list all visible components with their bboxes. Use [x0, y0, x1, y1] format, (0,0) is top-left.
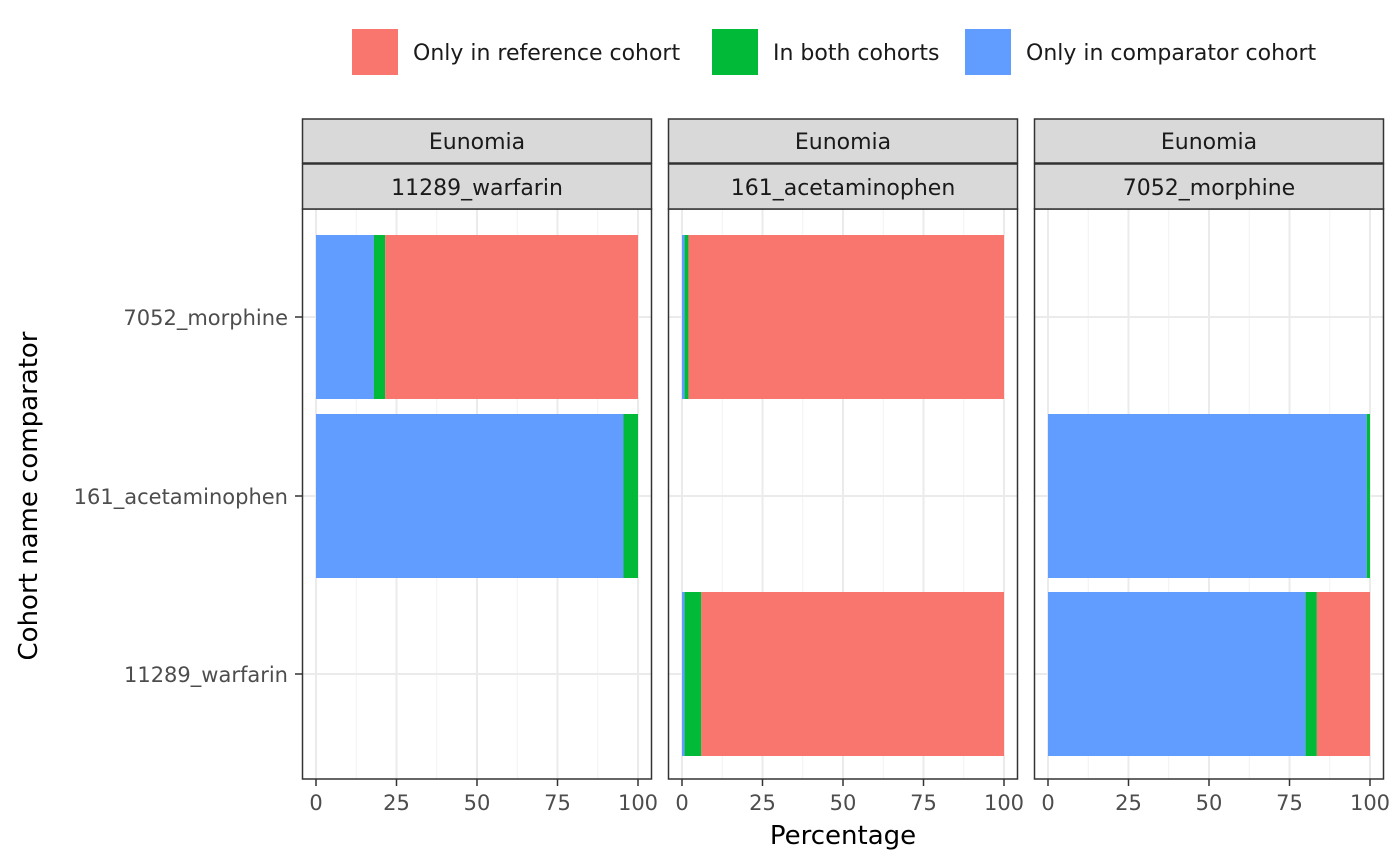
bar-segment-panel2-bar1-comp [1048, 592, 1306, 756]
strip-reference-label-1: 161_acetaminophen [731, 176, 956, 201]
strip-database-2 [1033, 118, 1385, 164]
bar-segment-panel1-bar0-both [684, 235, 689, 399]
strip-reference-2 [1033, 163, 1385, 210]
bar-segment-panel1-bar1-both [684, 592, 702, 756]
bar-segment-panel0-bar0-comp [316, 235, 374, 399]
panel-1-x-tick-label-0: 0 [675, 791, 688, 815]
legend-label-ref: Only in reference cohort [413, 41, 680, 66]
strip-reference-label-2: 7052_morphine [1123, 176, 1295, 201]
bar-segment-panel2-bar1-both [1305, 592, 1317, 756]
strip-database-label-2: Eunomia [1161, 130, 1257, 155]
bar-segment-panel0-bar0-ref [385, 235, 638, 399]
panel-2-x-tick-label-2: 50 [1196, 791, 1223, 815]
bar-segment-panel0-bar0-both [373, 235, 386, 399]
y-tick-label-2: 11289_warfarin [124, 663, 288, 688]
bar-segment-panel2-bar0-both [1366, 414, 1370, 578]
strip-reference-1 [667, 163, 1019, 210]
bar-segment-panel2-bar0-comp [1048, 414, 1367, 578]
x-axis-title: Percentage [770, 821, 916, 851]
strip-database-label-0: Eunomia [429, 130, 525, 155]
strip-database-label-1: Eunomia [795, 130, 891, 155]
bar-segment-panel2-bar1-ref [1316, 592, 1370, 756]
panel-1-x-tick-label-3: 75 [910, 791, 937, 815]
bar-segment-panel1-bar0-ref [688, 235, 1004, 399]
y-tick-label-0: 7052_morphine [123, 306, 288, 331]
panel-2-x-tick-label-3: 75 [1276, 791, 1303, 815]
strip-database-1 [667, 118, 1019, 164]
legend-swatch-both [712, 29, 758, 75]
bar-segment-panel0-bar1-comp [316, 414, 624, 578]
bar-segment-panel1-bar1-comp [682, 592, 685, 756]
panel-1-x-tick-label-1: 25 [749, 791, 776, 815]
bar-segment-panel1-bar0-comp [682, 235, 685, 399]
panel-0-x-tick-label-4: 100 [618, 791, 658, 815]
y-tick-label-1: 161_acetaminophen [74, 485, 288, 510]
legend-swatch-comp [965, 29, 1011, 75]
panel-2-x-tick-label-1: 25 [1115, 791, 1142, 815]
bar-segment-panel0-bar1-both [623, 414, 638, 578]
panel-1-x-tick-label-4: 100 [984, 791, 1024, 815]
legend-label-comp: Only in comparator cohort [1026, 41, 1317, 66]
panel-2-x-tick-label-0: 0 [1041, 791, 1054, 815]
bar-segment-panel1-bar1-ref [701, 592, 1004, 756]
panel-0-x-tick-label-2: 50 [464, 791, 491, 815]
legend-swatch-ref [352, 29, 398, 75]
panel-0-x-tick-label-0: 0 [309, 791, 322, 815]
legend-label-both: In both cohorts [773, 41, 940, 66]
panel-2-x-tick-label-4: 100 [1350, 791, 1390, 815]
y-axis-title: Cohort name comparator [14, 331, 44, 660]
panel-0-x-tick-label-1: 25 [383, 791, 410, 815]
panel-1-x-tick-label-2: 50 [830, 791, 857, 815]
panel-0-x-tick-label-3: 75 [544, 791, 571, 815]
strip-reference-label-0: 11289_warfarin [391, 176, 563, 201]
strip-reference-0 [301, 163, 653, 210]
strip-database-0 [301, 118, 653, 164]
